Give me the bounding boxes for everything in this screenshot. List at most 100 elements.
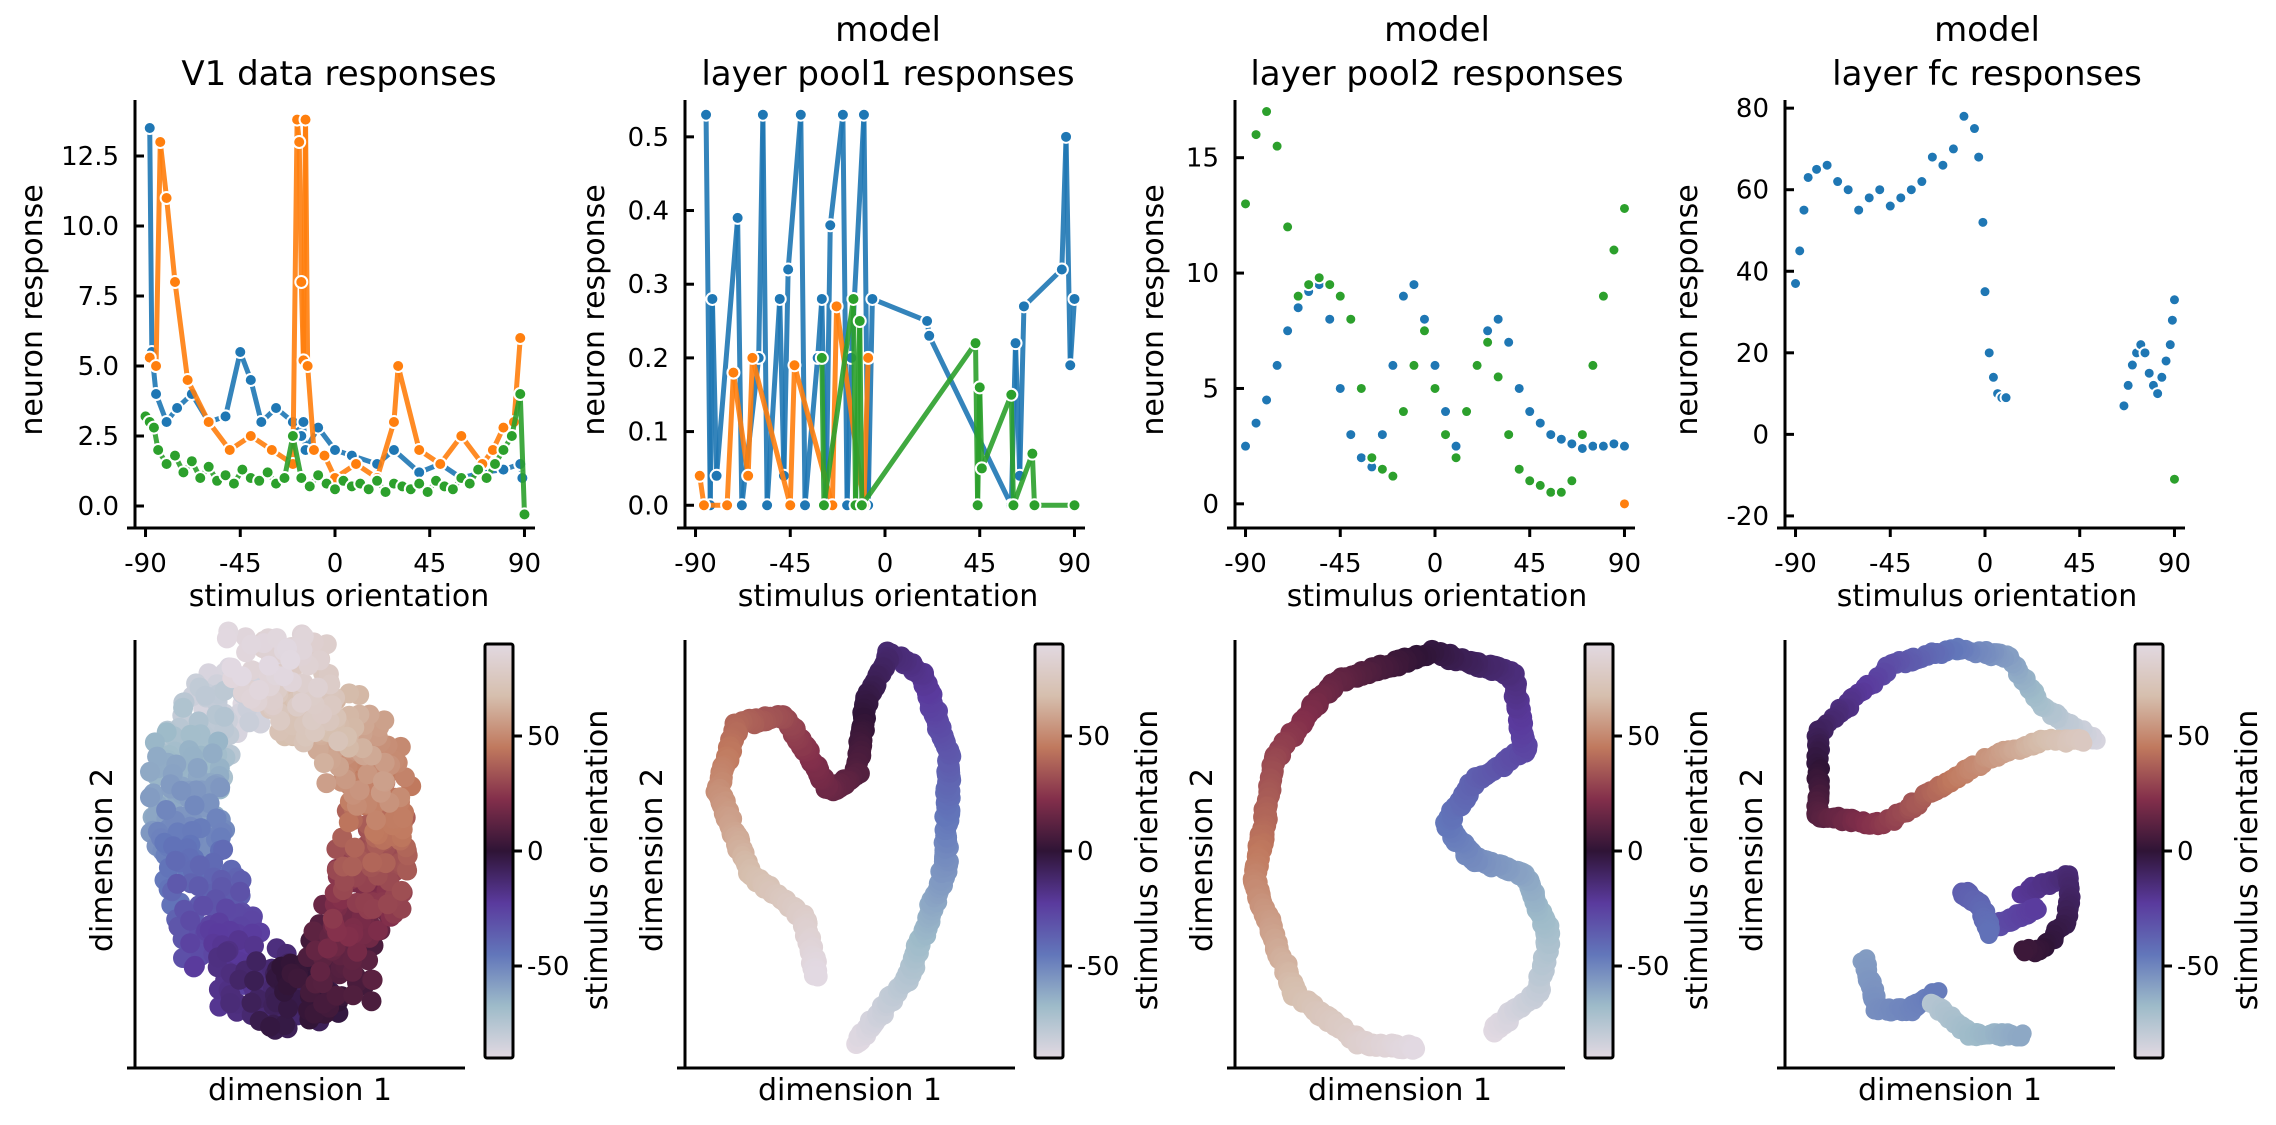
series-0-point bbox=[149, 387, 164, 401]
series-2-point bbox=[1004, 387, 1019, 402]
series-1-point bbox=[149, 359, 164, 373]
x-tick-label: -45 bbox=[219, 549, 261, 579]
series-2-point bbox=[328, 482, 342, 497]
embedding-point bbox=[349, 780, 370, 801]
series-0-point bbox=[218, 409, 233, 424]
series-2-point bbox=[1260, 105, 1274, 119]
series-2-segment bbox=[977, 384, 985, 471]
series-2-point bbox=[462, 476, 477, 491]
colorbar-tick-label: -50 bbox=[2177, 952, 2219, 982]
series-2-point bbox=[972, 380, 987, 395]
series-0-point bbox=[1407, 278, 1421, 292]
series-0-segment bbox=[1067, 296, 1077, 368]
series-2-point bbox=[201, 459, 216, 474]
series-2-point bbox=[1502, 428, 1516, 442]
series-0-point bbox=[920, 314, 935, 329]
y-tick-label: 10 bbox=[1186, 259, 1219, 289]
series-2-point bbox=[1491, 370, 1505, 384]
colorbar bbox=[1583, 642, 1615, 1060]
series-0-point bbox=[705, 291, 720, 306]
colorbar-tick-label: 0 bbox=[1077, 837, 1094, 867]
series-0-point bbox=[1523, 405, 1537, 419]
x-tick-label: 0 bbox=[1977, 549, 1994, 579]
series-1-point bbox=[2138, 346, 2152, 360]
series-0-point bbox=[835, 107, 850, 122]
series-0-point bbox=[1054, 262, 1069, 277]
series-2-point bbox=[1396, 405, 1410, 419]
series-2-point bbox=[361, 482, 376, 497]
series-2-point bbox=[1533, 478, 1547, 492]
embedding-point bbox=[156, 800, 177, 820]
colorbar-tick-label: 50 bbox=[2177, 722, 2210, 752]
x-tick-label: 90 bbox=[2158, 549, 2191, 579]
series-1-point bbox=[2125, 358, 2139, 372]
series-2-point bbox=[1344, 312, 1358, 326]
series-2-point bbox=[420, 485, 435, 499]
series-1-point bbox=[745, 350, 760, 365]
series-0-point bbox=[1016, 299, 1031, 314]
embedding-point bbox=[334, 871, 355, 892]
series-0-point bbox=[699, 107, 714, 122]
series-0-point bbox=[328, 443, 342, 457]
series-0-point bbox=[1967, 122, 1981, 136]
y-tick-label: 0.1 bbox=[628, 418, 669, 448]
colorbar-tick-label: 50 bbox=[1627, 722, 1660, 752]
embedding-point bbox=[167, 873, 188, 894]
series-1-point bbox=[391, 359, 406, 373]
y-tick-label: 0.4 bbox=[628, 197, 669, 227]
series-2-point bbox=[1565, 474, 1579, 488]
series-0-segment bbox=[764, 296, 783, 508]
series-2-point bbox=[846, 291, 861, 306]
x-tick-label: 90 bbox=[1608, 549, 1641, 579]
series-2-point bbox=[854, 498, 869, 513]
series-1-point bbox=[298, 112, 313, 127]
series-0-point bbox=[1354, 451, 1368, 465]
y-tick-label: 0.5 bbox=[628, 123, 669, 153]
series-0-point bbox=[1008, 336, 1023, 351]
embedding-point bbox=[216, 942, 237, 963]
series-0-point bbox=[1596, 439, 1610, 453]
panel-title: model layer fc responses bbox=[1832, 10, 2142, 94]
y-tick-label: 0 bbox=[1752, 420, 1769, 450]
series-2-point bbox=[1067, 498, 1082, 513]
panel-title: model layer pool1 responses bbox=[701, 10, 1074, 94]
embedding-point bbox=[188, 876, 209, 897]
series-1-segment bbox=[787, 362, 797, 508]
y-axis-label: neuron response bbox=[15, 184, 50, 435]
series-2-segment bbox=[1010, 451, 1035, 508]
series-2-point bbox=[1333, 289, 1347, 303]
series-2-point bbox=[1470, 358, 1484, 372]
series-2-point bbox=[970, 498, 985, 513]
embedding-point bbox=[214, 706, 235, 727]
series-0-point bbox=[1396, 289, 1410, 303]
series-2-point bbox=[1323, 278, 1337, 292]
x-tick-label: -90 bbox=[1224, 549, 1266, 579]
series-2-point bbox=[471, 462, 486, 477]
series-0-point bbox=[1386, 358, 1400, 372]
series-2-point bbox=[1027, 498, 1042, 513]
colorbar-tick-label: 0 bbox=[527, 837, 544, 867]
series-0-point bbox=[386, 443, 401, 457]
series-2-point bbox=[1607, 243, 1621, 257]
series-0-point bbox=[1852, 203, 1866, 217]
series-2-point bbox=[1449, 451, 1463, 465]
series-2-point bbox=[151, 443, 166, 457]
series-2-point bbox=[2167, 472, 2181, 486]
embedding-point bbox=[165, 850, 186, 871]
embedding-point bbox=[241, 992, 262, 1013]
series-1-point bbox=[317, 448, 332, 463]
series-0-point bbox=[730, 210, 745, 225]
x-tick-label: 0 bbox=[877, 549, 894, 579]
series-2-segment bbox=[517, 391, 527, 517]
series-1-segment bbox=[185, 377, 212, 425]
embedding-point bbox=[180, 933, 201, 954]
series-1-point bbox=[741, 468, 756, 483]
y-tick-label: 40 bbox=[1736, 257, 1769, 287]
series-1-point bbox=[783, 498, 798, 513]
series-2-point bbox=[235, 462, 250, 477]
embedding-point bbox=[147, 746, 168, 767]
series-0-point bbox=[142, 121, 157, 135]
embedding-point bbox=[230, 881, 251, 902]
series-0-point bbox=[1831, 175, 1845, 189]
title-line: model bbox=[1934, 10, 2040, 50]
